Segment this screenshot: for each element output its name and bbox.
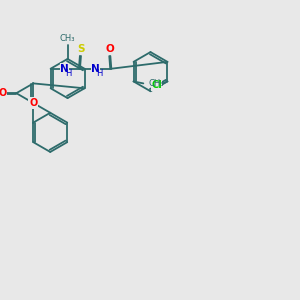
Text: H: H bbox=[65, 69, 71, 78]
Text: H: H bbox=[96, 69, 103, 78]
Text: S: S bbox=[77, 44, 85, 54]
Text: O: O bbox=[106, 44, 115, 54]
Text: Cl: Cl bbox=[151, 80, 162, 90]
Text: CH₃: CH₃ bbox=[148, 79, 164, 88]
Text: CH₃: CH₃ bbox=[60, 34, 75, 43]
Text: O: O bbox=[29, 98, 38, 108]
Text: N: N bbox=[91, 64, 100, 74]
Text: O: O bbox=[0, 88, 7, 98]
Text: N: N bbox=[60, 64, 69, 74]
